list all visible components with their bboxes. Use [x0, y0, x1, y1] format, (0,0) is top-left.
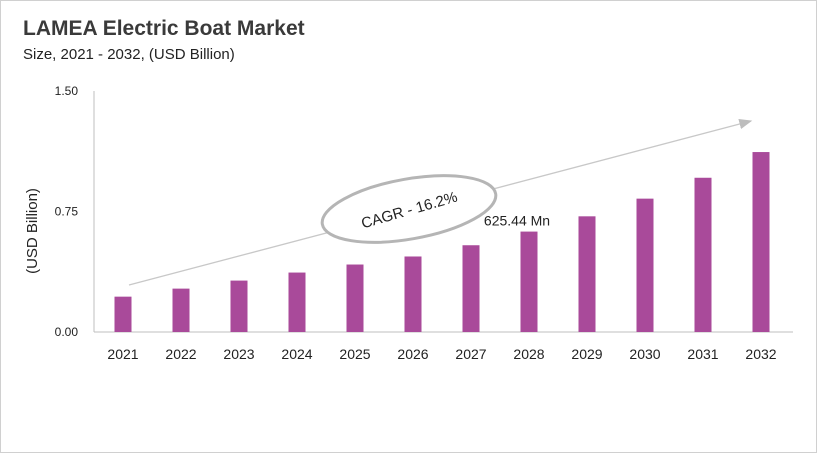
x-tick-label: 2024 [281, 346, 312, 362]
bar-2032 [752, 152, 770, 332]
bar-2030 [636, 198, 654, 332]
y-tick-label: 1.50 [55, 84, 79, 98]
data-label-2028: 625.44 Mn [484, 213, 550, 229]
x-tick-label: 2027 [455, 346, 486, 362]
bar-2024 [288, 272, 306, 332]
bar-2021 [114, 296, 132, 332]
bar-2029 [578, 216, 596, 332]
x-tick-label: 2023 [223, 346, 254, 362]
x-tick-label: 2032 [745, 346, 776, 362]
x-tick-label: 2031 [687, 346, 718, 362]
x-tick-label: 2030 [629, 346, 660, 362]
y-tick-label: 0.00 [55, 325, 79, 339]
bar-2023 [230, 280, 248, 332]
x-tick-label: 2025 [339, 346, 370, 362]
chart-subtitle: Size, 2021 - 2032, (USD Billion) [23, 46, 235, 63]
bar-2022 [172, 288, 190, 332]
chart-title: LAMEA Electric Boat Market [23, 17, 305, 40]
x-tick-label: 2029 [571, 346, 602, 362]
bar-2026 [404, 256, 422, 332]
y-tick-label: 0.75 [55, 205, 79, 219]
cagr-ellipse [320, 174, 498, 244]
x-tick-label: 2021 [107, 346, 138, 362]
x-tick-label: 2028 [513, 346, 544, 362]
bar-2028 [520, 231, 538, 332]
bar-2025 [346, 264, 364, 332]
x-tick-label: 2022 [165, 346, 196, 362]
y-axis-label: (USD Billion) [24, 188, 41, 274]
bar-2031 [694, 177, 712, 332]
bar-2027 [462, 245, 480, 332]
x-tick-label: 2026 [397, 346, 428, 362]
